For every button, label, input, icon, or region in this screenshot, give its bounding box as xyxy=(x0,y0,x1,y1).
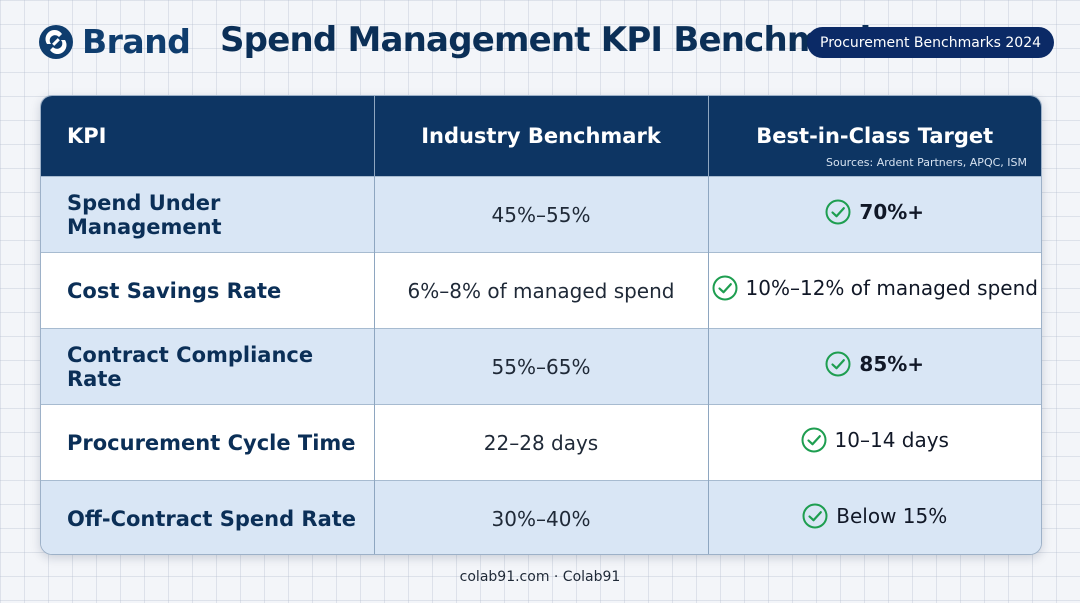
target-value: 85%+ xyxy=(859,352,925,376)
benchmark-cell: 6%–8% of managed spend xyxy=(373,252,708,329)
column-header-target-label: Best-in-Class Target xyxy=(756,124,994,148)
target-cell: 70%+ xyxy=(707,176,1041,253)
target-cell: 10–14 days xyxy=(707,404,1041,481)
status-badge: Procurement Benchmarks 2024 xyxy=(807,27,1055,58)
kpi-name-cell: Off-Contract Spend Rate xyxy=(41,480,374,554)
table-row: Off-Contract Spend Rate 30%–40% Below 15% xyxy=(41,480,1041,554)
kpi-table-card: KPI Industry Benchmark Best-in-Class Tar… xyxy=(40,95,1042,555)
check-circle-icon xyxy=(712,275,738,301)
kpi-name-cell: Cost Savings Rate xyxy=(41,252,374,329)
target-cell: Below 15% xyxy=(707,480,1041,554)
target-value: Below 15% xyxy=(836,504,948,528)
kpi-name-cell: Spend Under Management xyxy=(41,176,374,253)
check-circle-icon xyxy=(802,503,828,529)
table-row: Contract Compliance Rate 55%–65% 85%+ xyxy=(41,328,1041,405)
target-content: 70%+ xyxy=(825,199,924,225)
benchmark-cell: 45%–55% xyxy=(373,176,708,253)
check-circle-icon xyxy=(825,199,851,225)
target-content: 10–14 days xyxy=(801,427,949,453)
target-content: 10%–12% of managed spend xyxy=(712,275,1038,301)
table-row: Procurement Cycle Time 22–28 days 10–14 da… xyxy=(41,404,1041,481)
benchmark-cell: 22–28 days xyxy=(373,404,708,481)
sources-note: Sources: Ardent Partners, APQC, ISM xyxy=(825,156,1027,169)
kpi-table: KPI Industry Benchmark Best-in-Class Tar… xyxy=(41,96,1041,554)
brand-logo-icon xyxy=(39,24,73,59)
target-value: 70%+ xyxy=(859,200,925,224)
brand-logo[interactable]: Brand xyxy=(38,22,191,61)
kpi-name-cell: Contract Compliance Rate xyxy=(41,328,374,405)
kpi-name-cell: Procurement Cycle Time xyxy=(41,404,374,481)
table-row: Cost Savings Rate 6%–8% of managed spend 1… xyxy=(41,252,1041,329)
target-value: 10%–12% of managed spend xyxy=(745,276,1038,300)
benchmark-cell: 30%–40% xyxy=(373,480,708,554)
column-header-target: Best-in-Class Target Sources: Ardent Par… xyxy=(707,96,1041,177)
target-content: Below 15% xyxy=(802,503,947,529)
footer-credit: colab91.com · Colab91 xyxy=(459,569,621,585)
check-circle-icon xyxy=(825,351,851,377)
page-header: Brand Spend Management KPI Benchmarks Pr… xyxy=(0,0,1080,84)
column-header-kpi: KPI xyxy=(41,96,374,177)
target-cell: 85%+ xyxy=(707,328,1041,405)
column-header-benchmark: Industry Benchmark xyxy=(373,96,708,177)
target-cell: 10%–12% of managed spend xyxy=(707,252,1041,329)
benchmark-cell: 55%–65% xyxy=(373,328,708,405)
brand-name: Brand xyxy=(82,22,191,61)
target-value: 10–14 days xyxy=(834,428,949,452)
table-header-row: KPI Industry Benchmark Best-in-Class Tar… xyxy=(41,96,1041,177)
page-title: Spend Management KPI Benchmarks xyxy=(220,20,902,60)
table-row: Spend Under Management 45%–55% 70%+ xyxy=(41,176,1041,253)
target-content: 85%+ xyxy=(825,351,924,377)
check-circle-icon xyxy=(801,427,827,453)
